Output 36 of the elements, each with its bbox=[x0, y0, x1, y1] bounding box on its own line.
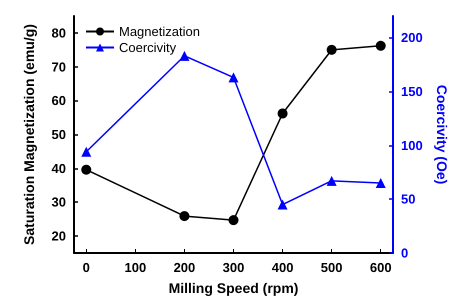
point bbox=[81, 164, 92, 175]
point bbox=[179, 50, 190, 61]
x-tick-label: 600 bbox=[370, 260, 392, 275]
y2-axis-title: Coercivity (Oe) bbox=[434, 84, 450, 184]
x-tick-label: 0 bbox=[82, 260, 90, 275]
y2-tick-label: 50 bbox=[401, 192, 416, 207]
y-tick-label: 20 bbox=[52, 228, 66, 244]
point bbox=[376, 40, 386, 51]
x-tick-label: 200 bbox=[174, 260, 196, 275]
x-tick-label: 100 bbox=[124, 260, 146, 275]
y-tick-label: 70 bbox=[52, 59, 66, 74]
y2-tick-label: 100 bbox=[401, 138, 423, 153]
point bbox=[81, 146, 92, 157]
y-tick-label: 50 bbox=[52, 127, 66, 142]
x-tick-label: 500 bbox=[320, 260, 343, 275]
legend-label: Magnetization bbox=[119, 24, 200, 39]
x-axis-title: Milling Speed (rpm) bbox=[168, 280, 298, 296]
y-tick-label: 40 bbox=[52, 160, 66, 176]
y-axis-title: Saturation Magnetization (emu/g) bbox=[21, 24, 37, 245]
point bbox=[326, 44, 337, 55]
point bbox=[278, 200, 288, 210]
y2-tick-label: 150 bbox=[401, 84, 423, 99]
x-tick-label: 400 bbox=[272, 260, 294, 275]
x-tick-label: 300 bbox=[222, 260, 244, 275]
y-tick-label: 30 bbox=[52, 194, 66, 210]
point bbox=[376, 178, 386, 188]
point bbox=[228, 72, 238, 82]
y-tick-label: 60 bbox=[52, 93, 66, 108]
point bbox=[278, 108, 288, 119]
y-tick-label: 80 bbox=[52, 25, 66, 40]
y2-tick-label: 200 bbox=[401, 30, 423, 46]
point bbox=[326, 176, 337, 186]
legend-label: Coercivity bbox=[119, 40, 177, 55]
y2-tick-label: 0 bbox=[401, 246, 408, 260]
point bbox=[228, 215, 238, 226]
point bbox=[179, 211, 190, 222]
